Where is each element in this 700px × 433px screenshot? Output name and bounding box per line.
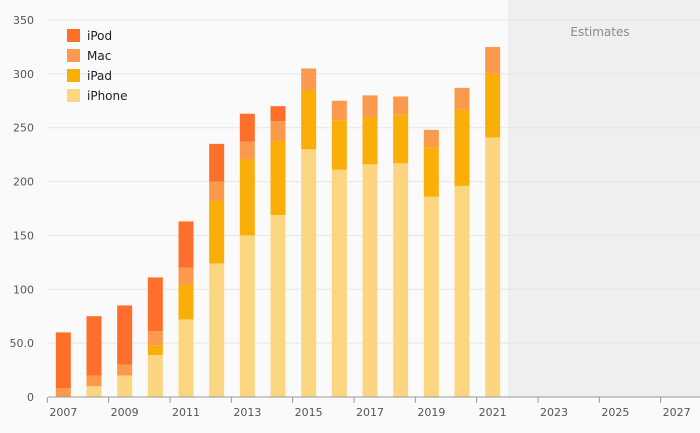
x-tick-label: 2027 (663, 406, 691, 419)
bar-segment-mac (331, 100, 347, 121)
x-tick-label: 2007 (49, 406, 77, 419)
bar-segment-ipad (178, 284, 194, 320)
y-tick-label: 100 (13, 283, 34, 296)
bar-segment-ipad (485, 73, 501, 138)
bar-segment-ipod (270, 106, 286, 122)
bar-segment-mac (55, 388, 71, 397)
y-tick-label: 0 (27, 391, 34, 404)
x-tick-label: 2023 (540, 406, 568, 419)
y-tick-label: 150 (13, 229, 34, 242)
legend-label-ipod: iPod (87, 29, 112, 43)
bar-segment-mac (117, 364, 133, 376)
bar-segment-ipod (209, 143, 225, 182)
y-tick-label: 250 (13, 122, 34, 135)
bar-segment-iphone (86, 386, 102, 397)
x-tick-label: 2013 (233, 406, 261, 419)
bar-segment-mac (270, 121, 286, 141)
x-tick-label: 2011 (172, 406, 200, 419)
x-tick-label: 2019 (417, 406, 445, 419)
bar-segment-mac (209, 181, 225, 201)
bar-segment-iphone (147, 354, 163, 397)
bar-segment-mac (178, 267, 194, 285)
y-tick-label: 50.0 (10, 337, 35, 350)
bar-segment-iphone (454, 185, 470, 397)
bar-segment-iphone (485, 137, 501, 397)
y-tick-label: 350 (13, 14, 34, 27)
bar-segment-ipad (331, 120, 347, 170)
estimates-label: Estimates (570, 25, 629, 39)
x-tick-label: 2017 (356, 406, 384, 419)
legend-label-ipad: iPad (87, 69, 112, 83)
bar-segment-ipod (55, 332, 71, 389)
x-tick-label: 2009 (111, 406, 139, 419)
bar-segment-ipod (239, 113, 255, 142)
estimates-band (508, 0, 700, 397)
bar-segment-mac (239, 141, 255, 159)
bar-segment-iphone (178, 319, 194, 397)
legend-swatch-ipad (67, 69, 80, 82)
bar-segment-ipad (362, 116, 378, 165)
bar-segment-ipad (239, 158, 255, 236)
bar-segment-iphone (117, 375, 133, 397)
bar-segment-iphone (362, 164, 378, 397)
bar-segment-ipad (270, 140, 286, 215)
legend-swatch-ipod (67, 29, 80, 42)
bar-segment-iphone (423, 196, 439, 397)
bar-segment-ipad (393, 114, 409, 164)
bar-segment-ipad (301, 90, 317, 150)
y-tick-label: 300 (13, 68, 34, 81)
x-tick-label: 2025 (601, 406, 629, 419)
bar-segment-mac (301, 68, 317, 91)
bar-segment-iphone (209, 263, 225, 397)
bar-segment-iphone (239, 235, 255, 397)
bar-segment-ipod (117, 305, 133, 365)
bar-segment-ipad (423, 147, 439, 197)
bar-segment-ipad (454, 109, 470, 186)
legend-label-iphone: iPhone (87, 89, 128, 103)
x-tick-label: 2015 (295, 406, 323, 419)
bar-segment-iphone (331, 169, 347, 397)
bar-segment-mac (147, 331, 163, 346)
bar-segment-mac (362, 95, 378, 117)
legend-swatch-iphone (67, 89, 80, 102)
bar-segment-mac (423, 129, 439, 148)
bar-segment-ipod (178, 221, 194, 268)
bar-segment-mac (454, 87, 470, 110)
bar-segment-mac (86, 375, 102, 387)
bar-segment-ipad (147, 345, 163, 355)
legend-swatch-mac (67, 49, 80, 62)
bar-segment-ipod (86, 316, 102, 376)
bar-segment-ipad (209, 200, 225, 264)
x-tick-label: 2021 (479, 406, 507, 419)
bar-segment-iphone (393, 163, 409, 397)
bar-segment-mac (393, 96, 409, 115)
bar-segment-iphone (301, 149, 317, 397)
y-tick-label: 200 (13, 176, 34, 189)
bar-segment-iphone (270, 214, 286, 397)
bar-segment-ipod (147, 277, 163, 332)
bar-segment-mac (485, 46, 501, 74)
legend-label-mac: Mac (87, 49, 111, 63)
